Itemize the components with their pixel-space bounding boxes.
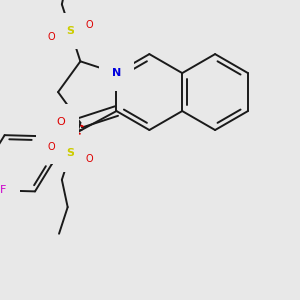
Text: S: S — [67, 26, 74, 36]
Text: F: F — [0, 185, 6, 196]
Text: O: O — [48, 142, 55, 152]
Text: N: N — [112, 68, 121, 78]
Text: O: O — [86, 154, 93, 164]
Text: O: O — [56, 117, 65, 127]
Text: O: O — [86, 20, 93, 30]
Text: O: O — [48, 32, 55, 42]
Text: S: S — [67, 148, 74, 158]
